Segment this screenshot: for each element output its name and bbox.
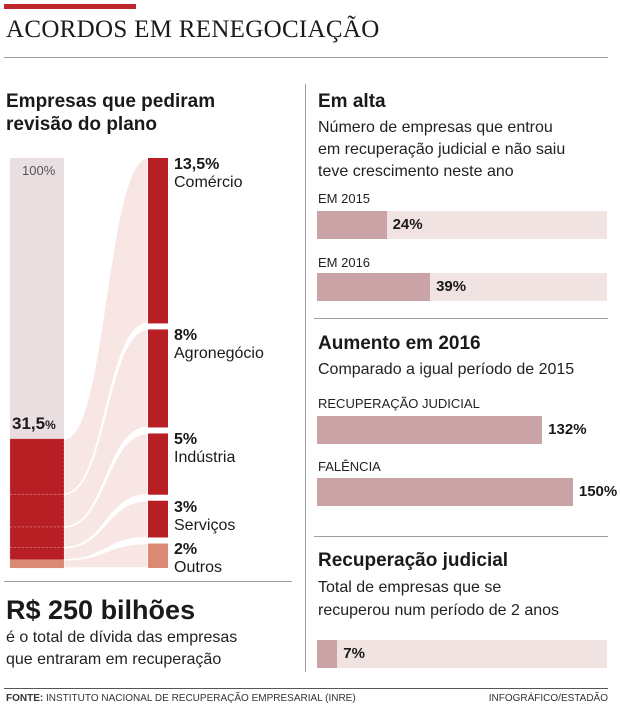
source-label: FONTE: (6, 693, 44, 704)
em-2016-bar-track: 39% (317, 273, 607, 301)
sector-bar-0 (148, 158, 168, 324)
title-accent-bar (4, 4, 136, 9)
em-alta-sub1: Número de empresas que entrou (318, 119, 553, 136)
share-segment-2 (9, 526, 65, 548)
flow-layer (63, 157, 149, 569)
sector-pct-4: 2% (174, 541, 198, 559)
sector-bar-3 (148, 500, 168, 538)
header-divider (4, 57, 608, 58)
aumento-rj-track: 132% (317, 416, 607, 444)
sector-pct-2: 5% (174, 431, 198, 449)
aumento-divider (314, 536, 608, 537)
footer-credit: INFOGRÁFICO/ESTADÃO (488, 693, 608, 704)
sector-name-1: Agronegócio (174, 345, 264, 363)
page-title: ACORDOS EM RENEGOCIAÇÃO (6, 16, 380, 43)
aumento-title: Aumento em 2016 (318, 333, 481, 354)
sector-pct-3: 3% (174, 498, 198, 516)
debt-line2: que entraram em recuperação (6, 651, 222, 668)
share-unit: % (45, 418, 56, 432)
share-segment-1 (9, 494, 65, 528)
em-2015-label: EM 2015 (318, 191, 371, 206)
aumento-fal-track: 150% (317, 478, 617, 506)
em-alta-divider (314, 318, 608, 319)
flow-band-2 (63, 432, 149, 549)
sector-flow-chart (9, 157, 168, 569)
share-segment-3 (9, 547, 65, 561)
share-value: 31,5% (12, 414, 56, 434)
em-2015-bar (317, 211, 387, 239)
left-title-line2: revisão do plano (6, 114, 157, 135)
em-alta-sub2: em recuperação judicial e não saiu (318, 141, 566, 158)
recuperacao-bar-track: 7% (317, 640, 607, 668)
debt-line1: é o total de dívida das empresas (6, 629, 238, 646)
sector-bar-1 (148, 329, 168, 428)
sector-name-3: Serviços (174, 516, 236, 534)
em-alta-title: Em alta (318, 91, 386, 112)
aumento-fal-value: 150% (578, 483, 618, 500)
aumento-rj-bar (317, 416, 543, 444)
recuperacao-title: Recuperação judicial (318, 550, 509, 571)
aumento-fal-bar (317, 478, 573, 506)
left-divider (4, 581, 292, 582)
em-2015-value: 24% (392, 216, 423, 233)
em-alta-sub3: teve crescimento neste ano (318, 163, 514, 180)
recuperacao-judicial-label: RECUPERAÇÃO JUDICIAL (318, 396, 480, 411)
left-title-line1: Empresas que pediram (6, 91, 216, 112)
recuperacao-bar (317, 640, 338, 668)
em-2016-label: EM 2016 (318, 255, 371, 270)
footer-source: FONTE: INSTITUTO NACIONAL DE RECUPERAÇÃO… (6, 693, 356, 704)
column-divider (305, 84, 306, 672)
em-2016-value: 39% (436, 278, 467, 295)
sector-bar-4 (148, 543, 168, 568)
sector-pct-1: 8% (174, 327, 198, 345)
debt-amount: R$ 250 bilhões (6, 595, 196, 625)
em-2015-bar-track: 24% (317, 211, 607, 239)
footer-divider (4, 688, 608, 689)
total-label: 100% (22, 163, 56, 178)
share-segment-4 (9, 559, 65, 569)
sector-name-0: Comércio (174, 174, 243, 191)
recuperacao-sub1: Total de empresas que se (318, 579, 502, 596)
sector-bar-2 (148, 433, 168, 495)
aumento-sub: Comparado a igual período de 2015 (318, 361, 575, 378)
em-2016-bar (317, 273, 431, 301)
sector-pct-0: 13,5% (174, 156, 220, 173)
recuperacao-sub2: recuperou num período de 2 anos (318, 602, 560, 619)
share-segment-0 (9, 438, 65, 495)
sector-name-2: Indústria (174, 449, 236, 467)
source-text: INSTITUTO NACIONAL DE RECUPERAÇÃO EMPRES… (46, 693, 356, 704)
recuperacao-value: 7% (343, 645, 365, 662)
sector-name-4: Outros (174, 559, 223, 577)
aumento-rj-value: 132% (548, 421, 587, 438)
falencia-label: FALÊNCIA (318, 459, 381, 474)
bar-layer (9, 158, 168, 569)
share-number: 31,5 (12, 414, 46, 433)
